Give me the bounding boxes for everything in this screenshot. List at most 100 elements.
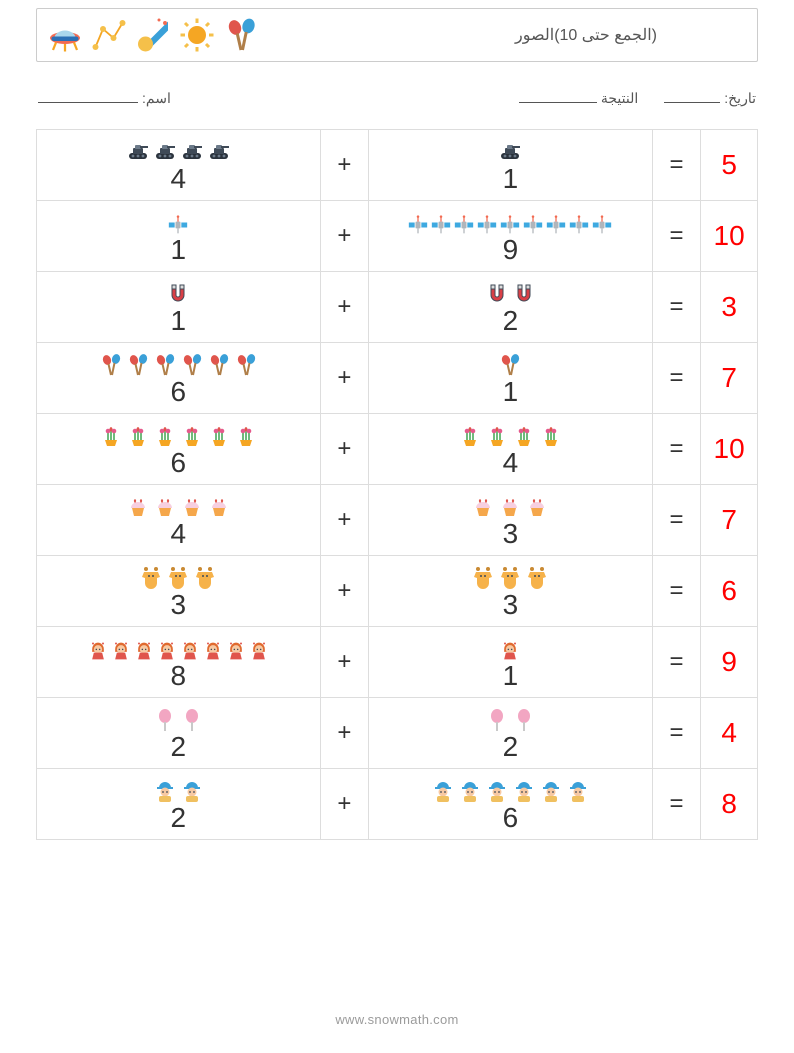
right-number: 3 [503,590,519,619]
comet-icon [135,17,171,53]
flowerpot-icon [458,424,482,448]
onesie-icon [139,566,163,590]
plus-sign: + [320,627,369,698]
plus-sign: + [320,556,369,627]
cottoncandy-icon [153,708,177,732]
left-icons [88,635,269,661]
plus-sign: + [320,769,369,840]
satellite-icon [408,215,428,235]
worker-icon [485,779,509,803]
tank-icon [153,140,177,164]
left-icons [166,280,190,306]
table-row: 8+1=9 [37,627,758,698]
left-operand-cell: 4 [37,130,321,201]
answer-cell: 3 [701,272,758,343]
right-number: 2 [503,732,519,761]
girl-icon [111,641,131,661]
satellite-icon [500,215,520,235]
plus-sign: + [320,130,369,201]
right-operand-cell: 1 [369,130,653,201]
cupcake-icon [498,495,522,519]
right-operand-cell: 3 [369,556,653,627]
girl-icon [226,641,246,661]
left-operand-cell: 3 [37,556,321,627]
right-icons [471,564,549,590]
plus-sign: + [320,414,369,485]
left-number: 8 [170,661,186,690]
name-blank[interactable] [38,90,138,103]
table-row: 1+2=3 [37,272,758,343]
girl-icon [203,641,223,661]
answer-cell: 4 [701,698,758,769]
answer-cell: 10 [701,414,758,485]
maracas-icon [207,353,231,377]
sun-icon [179,17,215,53]
magnet-icon [485,282,509,306]
flowerpot-icon [180,424,204,448]
right-operand-cell: 1 [369,627,653,698]
cupcake-icon [126,495,150,519]
flowerpot-icon [153,424,177,448]
worker-icon [153,779,177,803]
right-icons [485,706,536,732]
footer: www.snowmath.com [0,1012,794,1027]
flowerpot-icon [99,424,123,448]
flowerpot-icon [512,424,536,448]
magnet-icon [166,282,190,306]
right-number: 3 [503,519,519,548]
flowerpot-icon [126,424,150,448]
worker-icon [180,779,204,803]
name-label: اسم: [142,90,171,107]
table-row: 6+1=7 [37,343,758,414]
cottoncandy-icon [512,708,536,732]
satellite-icon [168,215,188,235]
equals-sign: = [652,485,701,556]
score-blank[interactable] [519,90,597,103]
left-operand-cell: 6 [37,414,321,485]
flowerpot-icon [485,424,509,448]
left-icons [168,209,188,235]
right-number: 1 [503,661,519,690]
answer-cell: 9 [701,627,758,698]
left-icons [126,138,231,164]
worker-icon [566,779,590,803]
table-row: 1+9=10 [37,201,758,272]
plus-sign: + [320,272,369,343]
flowerpot-icon [539,424,563,448]
left-number: 4 [170,164,186,193]
maracas-icon [126,353,150,377]
answer-cell: 5 [701,130,758,201]
onesie-icon [498,566,522,590]
date-blank[interactable] [664,90,720,103]
left-icons [99,422,258,448]
left-number: 3 [170,590,186,619]
girl-icon [157,641,177,661]
tank-icon [180,140,204,164]
satellite-icon [569,215,589,235]
right-icons [498,351,522,377]
left-operand-cell: 1 [37,201,321,272]
ufo-icon [47,17,83,53]
left-number: 2 [170,803,186,832]
answer-cell: 7 [701,343,758,414]
right-icons [498,138,522,164]
left-number: 1 [170,235,186,264]
right-operand-cell: 2 [369,698,653,769]
plus-sign: + [320,201,369,272]
cottoncandy-icon [180,708,204,732]
date-label: تاريخ: [724,90,756,107]
satellite-icon [546,215,566,235]
maracas-icon [99,353,123,377]
maracas-icon [234,353,258,377]
equals-sign: = [652,201,701,272]
tank-icon [126,140,150,164]
right-operand-cell: 3 [369,485,653,556]
cupcake-icon [180,495,204,519]
meta-right: تاريخ: النتيجة [519,90,756,107]
left-number: 2 [170,732,186,761]
maracas-icon [498,353,522,377]
onesie-icon [166,566,190,590]
answer-cell: 8 [701,769,758,840]
header-logos [47,17,259,53]
left-icons [153,777,204,803]
